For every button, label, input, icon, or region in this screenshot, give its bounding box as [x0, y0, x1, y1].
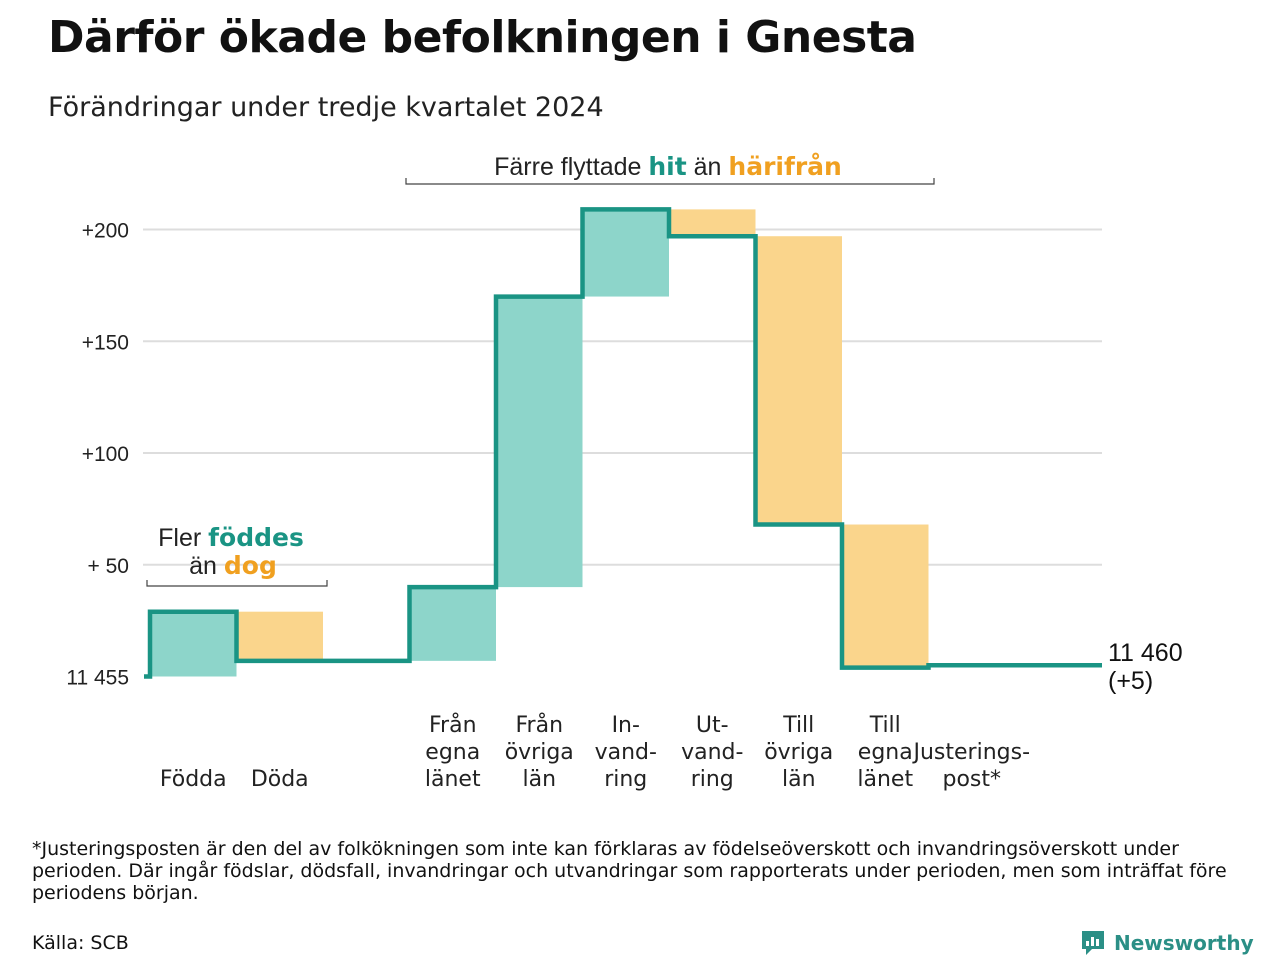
waterfall-bar [409, 587, 496, 661]
newsworthy-logo-icon [1082, 931, 1104, 955]
category-label: Till [869, 713, 901, 738]
source-credit: Källa: SCB [32, 932, 129, 954]
end-value-label: 11 460 (+5) [1108, 639, 1183, 695]
moves-annotation-text: Färre flyttade hit än härifrån [494, 152, 842, 181]
y-tick-label: +100 [82, 443, 129, 466]
category-label: Ut- [696, 713, 729, 738]
waterfall-bar [582, 209, 669, 297]
category-label: post* [942, 767, 1001, 792]
births-annotation-line2: än dog [189, 551, 277, 580]
category-label: ring [604, 767, 647, 792]
brand-logo: Newsworthy [1080, 928, 1254, 958]
waterfall-bar [496, 296, 583, 588]
cumulative-line [144, 207, 1102, 679]
births-bracket [146, 580, 328, 587]
footnote: *Justeringsposten är den del av folkökni… [32, 838, 1227, 904]
y-tick-label: 11 455 [66, 667, 129, 690]
y-tick-label: +150 [82, 331, 129, 354]
bars-layer [150, 209, 929, 677]
category-label: Från [429, 712, 477, 738]
waterfall-bar [150, 611, 237, 677]
category-label: vand- [595, 740, 657, 765]
y-tick-label: + 50 [88, 555, 129, 578]
end-value-total: 11 460 [1108, 639, 1183, 667]
category-label: ring [691, 767, 734, 792]
births-annotation: Fler föddes än dog [146, 523, 328, 587]
waterfall-bar [669, 209, 756, 237]
category-label: övriga [505, 740, 574, 765]
births-annotation-line1: Fler föddes [158, 523, 304, 552]
category-label: övriga [764, 740, 833, 765]
moves-annotation: Färre flyttade hit än härifrån [405, 152, 935, 185]
category-label: Döda [251, 767, 309, 792]
category-label: Från [515, 712, 563, 738]
waterfall-chart: 11 455+ 50+100+150+200 Födda DödaFrånegna… [66, 152, 1183, 792]
category-label: länet [857, 767, 913, 792]
waterfall-bar [755, 236, 842, 525]
chart-subtitle: Förändringar under tredje kvartalet 2024 [48, 92, 604, 123]
category-label: län [782, 767, 816, 792]
category-label: vand- [681, 740, 743, 765]
y-axis-ticks: 11 455 + 50 +100 +150 +200 [66, 220, 129, 690]
category-label: In- [612, 713, 640, 738]
line-layer [144, 207, 1102, 679]
category-label: Födda [160, 767, 227, 792]
category-label: egna [858, 740, 913, 765]
x-axis-categories: Födda DödaFrånegnalänetFrånövrigalänIn-va… [160, 712, 1030, 792]
waterfall-bar [842, 524, 929, 668]
chart-title: Därför ökade befolkningen i Gnesta [48, 12, 917, 63]
category-label: Justerings- [911, 740, 1030, 765]
category-label: egna [425, 740, 480, 765]
end-value-change: (+5) [1108, 667, 1153, 695]
waterfall-bar [236, 611, 323, 661]
brand-name: Newsworthy [1114, 931, 1254, 955]
category-label: Till [782, 713, 814, 738]
moves-bracket [405, 178, 935, 185]
category-label: län [522, 767, 556, 792]
y-tick-label: +200 [82, 220, 129, 243]
category-label: länet [425, 767, 481, 792]
